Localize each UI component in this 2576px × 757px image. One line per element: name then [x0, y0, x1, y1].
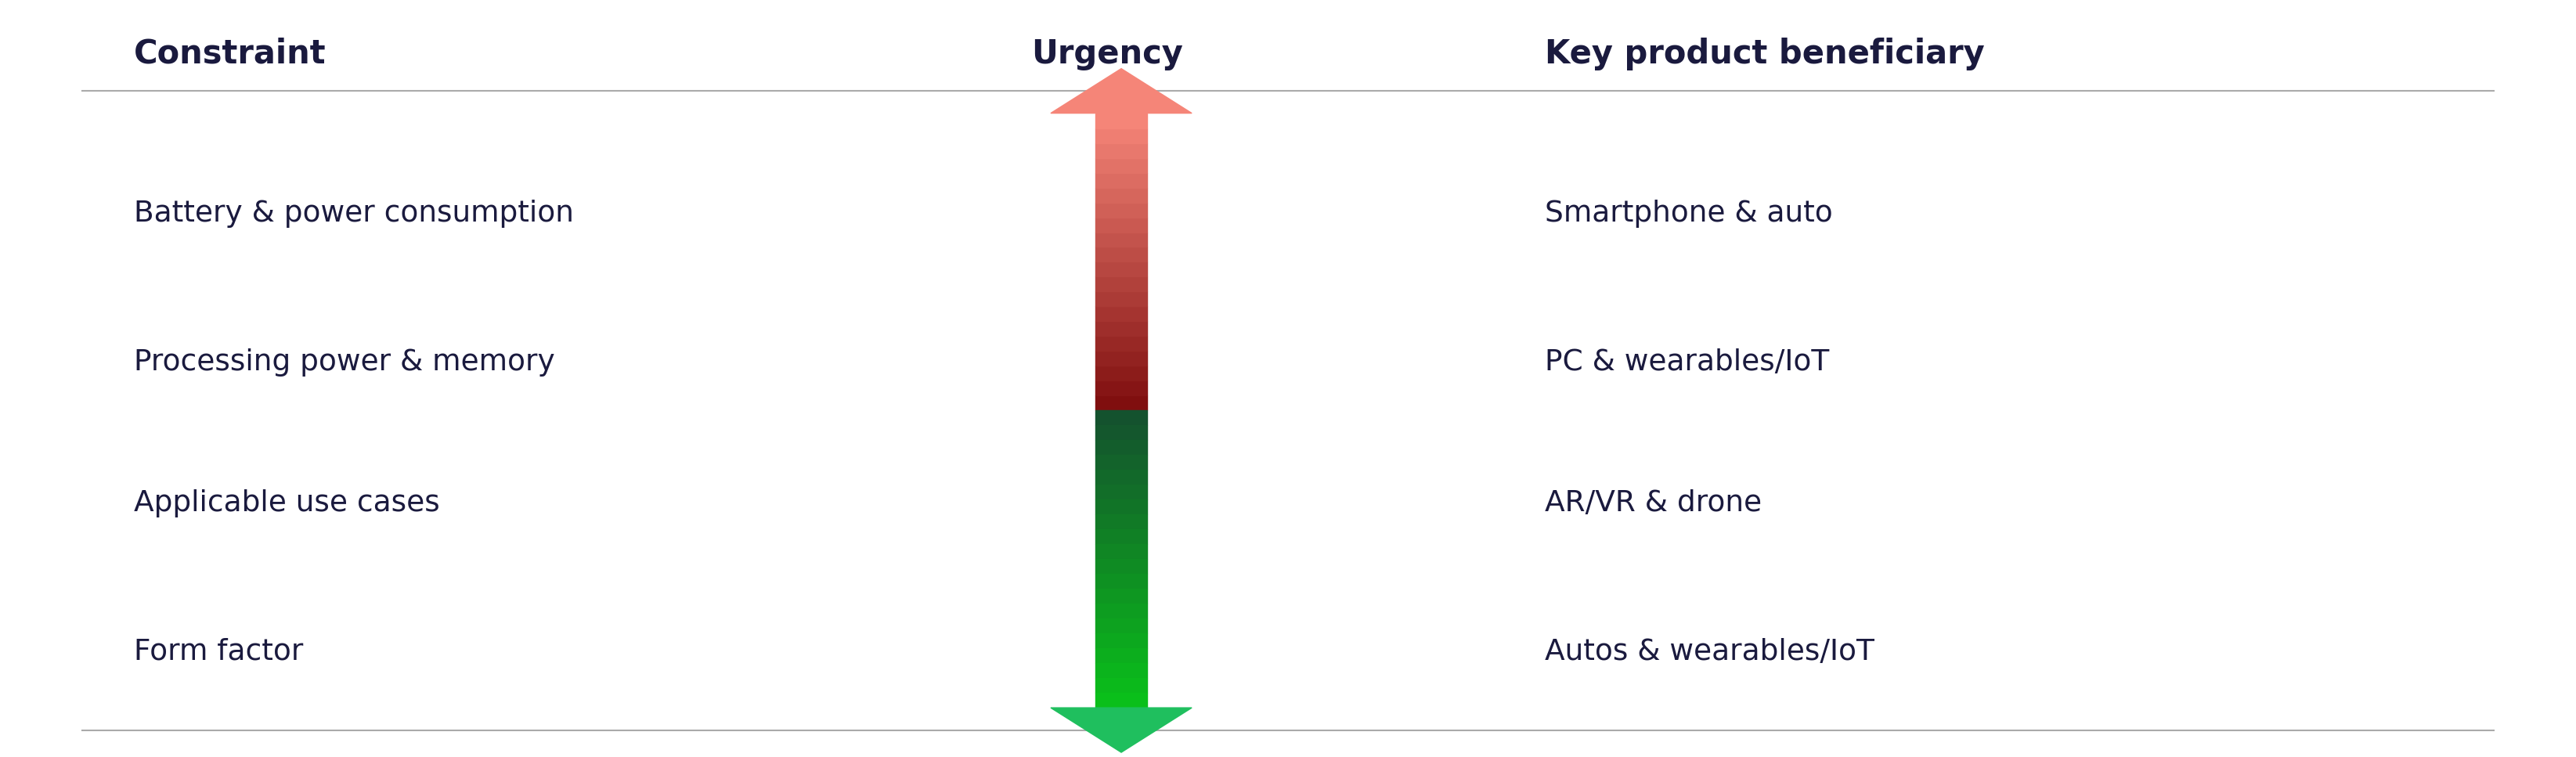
Text: Applicable use cases: Applicable use cases [134, 489, 440, 518]
Bar [1095, 336, 1146, 351]
Bar [1095, 188, 1146, 202]
Text: Autos & wearables/IoT: Autos & wearables/IoT [1546, 638, 1875, 666]
Bar [1095, 232, 1146, 247]
Text: Battery & power consumption: Battery & power consumption [134, 199, 574, 228]
Bar [1095, 693, 1146, 708]
Bar [1095, 634, 1146, 648]
Bar [1095, 366, 1146, 381]
Polygon shape [1051, 708, 1193, 752]
Bar [1095, 262, 1146, 277]
Bar [1095, 128, 1146, 143]
Bar [1095, 173, 1146, 188]
Bar [1095, 618, 1146, 634]
Bar [1095, 425, 1146, 441]
Bar [1095, 441, 1146, 455]
Bar [1095, 678, 1146, 693]
Bar [1095, 500, 1146, 515]
Bar [1095, 663, 1146, 678]
Bar [1095, 515, 1146, 529]
Text: Smartphone & auto: Smartphone & auto [1546, 199, 1832, 228]
Bar [1095, 455, 1146, 470]
Bar [1095, 410, 1146, 425]
Bar [1095, 143, 1146, 157]
Bar [1095, 291, 1146, 307]
Bar [1095, 544, 1146, 559]
Bar [1095, 589, 1146, 604]
Text: Key product beneficiary: Key product beneficiary [1546, 37, 1984, 70]
Bar [1095, 648, 1146, 663]
Text: Constraint: Constraint [134, 37, 327, 70]
Bar [1095, 277, 1146, 291]
Bar [1095, 217, 1146, 232]
Bar [1095, 381, 1146, 396]
Bar [1095, 559, 1146, 574]
Bar [1095, 114, 1146, 128]
Polygon shape [1051, 69, 1193, 114]
Text: PC & wearables/IoT: PC & wearables/IoT [1546, 348, 1829, 376]
Text: AR/VR & drone: AR/VR & drone [1546, 489, 1762, 518]
Bar [1095, 157, 1146, 173]
Bar [1095, 307, 1146, 321]
Bar [1095, 574, 1146, 589]
Bar [1095, 351, 1146, 366]
Bar [1095, 470, 1146, 484]
Text: Urgency: Urgency [1030, 37, 1182, 70]
Bar [1095, 484, 1146, 500]
Text: Processing power & memory: Processing power & memory [134, 348, 554, 376]
Bar [1095, 321, 1146, 336]
Bar [1095, 604, 1146, 618]
Bar [1095, 247, 1146, 262]
Bar [1095, 529, 1146, 544]
Bar [1095, 396, 1146, 410]
Bar [1095, 202, 1146, 217]
Text: Form factor: Form factor [134, 638, 304, 666]
